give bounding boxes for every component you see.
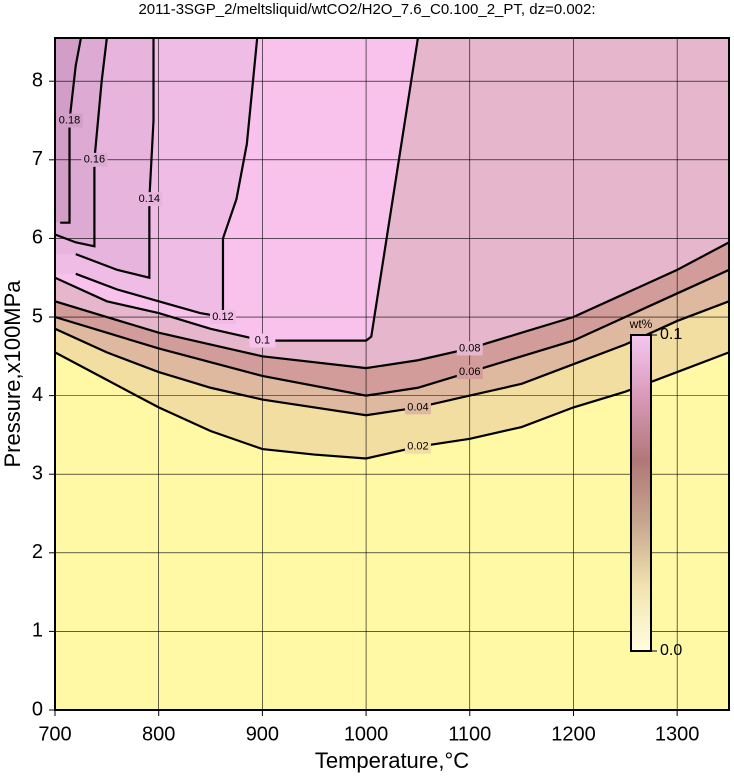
contour-label-bg	[209, 310, 236, 325]
y-tick-label: 6	[32, 227, 43, 249]
contour-line	[55, 38, 108, 248]
y-tick-label: 5	[32, 305, 43, 327]
colorbar-label: wt%	[629, 317, 653, 331]
y-tick-label: 8	[32, 70, 43, 92]
contour-label: 0.08	[459, 342, 480, 354]
x-tick-label: 1100	[448, 723, 491, 745]
colorbar	[630, 334, 652, 652]
contour-label: 0.18	[59, 114, 80, 126]
axes: 700 800 900 1000 1100 1200 1300012345678wt%0.0…	[32, 37, 730, 745]
y-axis-label: Pressure,x100MPa	[0, 280, 25, 468]
contour-line	[55, 38, 420, 342]
y-tick-label: 4	[32, 384, 43, 406]
y-tick-label: 1	[32, 620, 43, 642]
contour-label: 0.14	[139, 193, 160, 205]
colorbar-tick-label: 0.0	[660, 642, 682, 659]
contour-label-bg	[136, 192, 163, 207]
y-tick-label: 0	[32, 698, 43, 720]
contour-label: 0.16	[84, 154, 105, 166]
y-tick-label: 3	[32, 462, 43, 484]
x-tick-label: 900	[246, 723, 279, 745]
contour-line	[55, 351, 729, 460]
x-tick-label: 800	[142, 723, 175, 745]
x-tick-label: 700	[38, 723, 71, 745]
x-tick-label: 1000	[344, 723, 389, 745]
contour-label: 0.04	[407, 401, 428, 413]
contour-label-bg	[249, 333, 276, 348]
contour-label-bg	[56, 113, 83, 128]
contour-fill	[55, 38, 81, 223]
contour-label: 0.06	[459, 366, 480, 378]
contour-label-bg	[456, 341, 483, 356]
contour-line	[55, 268, 729, 397]
contour-label-bg	[404, 439, 431, 454]
contour-label-bg	[81, 152, 108, 167]
plot-frame	[54, 37, 730, 711]
contour-label-bg	[404, 400, 431, 415]
x-tick-label: 1300	[655, 723, 700, 745]
contour-label-bg	[456, 365, 483, 380]
contour-line	[75, 38, 155, 280]
contour-label: 0.02	[407, 441, 428, 453]
chart-title: 2011-3SGP_2/meltsliquid/wtCO2/H2O_7.6_C0…	[138, 1, 595, 18]
y-tick-label: 7	[32, 148, 43, 170]
contour-label: 0.1	[255, 335, 270, 347]
y-tick-label: 2	[32, 541, 43, 563]
x-tick-label: 1200	[551, 723, 596, 745]
contour-label: 0.12	[212, 311, 233, 323]
x-axis-label: Temperature,°C	[315, 748, 469, 773]
plot-area: 0.02 0.04 0.06 0.08 0.1 0.12 0.14 0.16 0.18	[55, 38, 729, 710]
contour-line	[55, 241, 729, 370]
colorbar-tick-label: 0.1	[660, 326, 682, 343]
